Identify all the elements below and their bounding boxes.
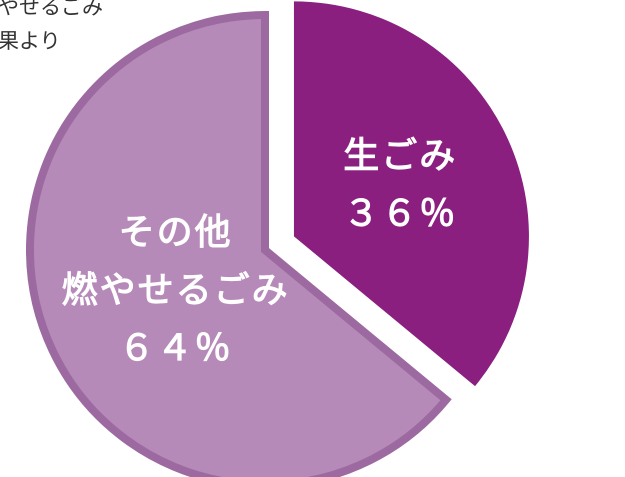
value-label: ３６％ bbox=[343, 193, 457, 234]
chart: やせるごみ 果より 生ごみ ３６％ その他燃やせるごみ ６４％ bbox=[0, 0, 625, 477]
slice-label: その他 bbox=[119, 212, 233, 253]
slice-label: 生ごみ bbox=[343, 135, 457, 176]
slice-label: 燃やせるごみ bbox=[62, 270, 290, 311]
note: 果より bbox=[0, 29, 61, 53]
note: やせるごみ bbox=[0, 0, 103, 19]
value-label: ６４％ bbox=[119, 328, 233, 369]
